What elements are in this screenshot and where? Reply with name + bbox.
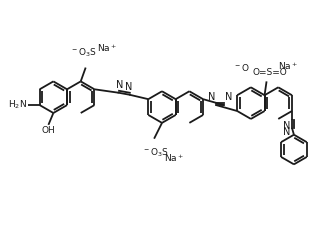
Text: $^-$O$_3$S: $^-$O$_3$S bbox=[142, 146, 168, 159]
Text: N: N bbox=[283, 127, 290, 137]
Text: Na$^+$: Na$^+$ bbox=[279, 60, 299, 72]
Text: Na$^+$: Na$^+$ bbox=[164, 153, 184, 164]
Text: N: N bbox=[208, 92, 215, 102]
Text: $^-$O$_3$S: $^-$O$_3$S bbox=[70, 46, 97, 59]
Text: N: N bbox=[116, 80, 124, 90]
Text: Na$^+$: Na$^+$ bbox=[97, 42, 117, 54]
Text: H$_2$N: H$_2$N bbox=[8, 99, 27, 111]
Text: N: N bbox=[225, 92, 232, 102]
Text: $^-$O: $^-$O bbox=[233, 63, 250, 74]
Text: N: N bbox=[125, 82, 132, 92]
Text: OH: OH bbox=[42, 126, 55, 135]
Text: O=S=O: O=S=O bbox=[253, 68, 288, 77]
Text: N: N bbox=[283, 121, 290, 131]
